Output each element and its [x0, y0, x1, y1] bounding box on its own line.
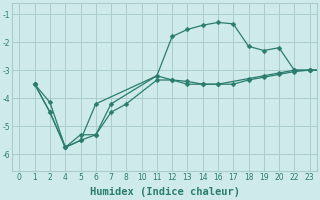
X-axis label: Humidex (Indice chaleur): Humidex (Indice chaleur)	[90, 187, 239, 197]
